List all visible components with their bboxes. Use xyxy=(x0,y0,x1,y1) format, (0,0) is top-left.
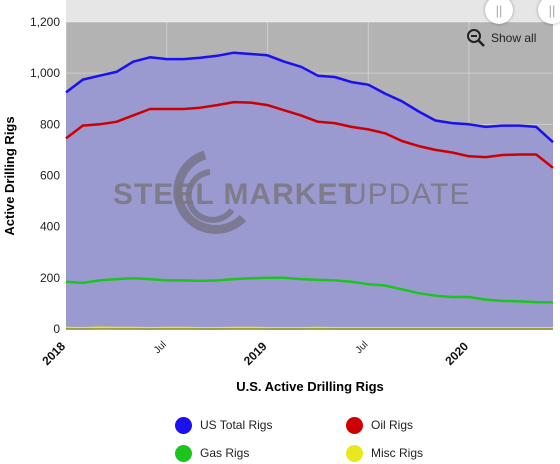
legend-swatch-misc xyxy=(346,444,363,462)
y-tick-label: 800 xyxy=(40,117,60,131)
range-handle-right[interactable]: || xyxy=(538,0,560,24)
zoom-out-icon xyxy=(467,29,485,47)
y-tick-label: 400 xyxy=(40,220,60,234)
legend-swatch-gas xyxy=(175,444,192,462)
chart: STEEL MARKET UPDATE 0 200 400 600 800 1,000 1,… xyxy=(2,0,554,394)
x-axis-title: U.S. Active Drilling Rigs xyxy=(236,379,384,394)
pause-handle-icon: || xyxy=(495,2,503,18)
x-tick-label-major: 2018 xyxy=(39,339,68,368)
x-tick-label-major: 2019 xyxy=(241,339,270,368)
watermark-arc-inner xyxy=(185,169,235,223)
series-line-misc-rigs xyxy=(65,326,553,330)
series-line-us-total-rigs xyxy=(65,51,554,144)
legend-item-oil[interactable]: Oil Rigs xyxy=(346,414,413,436)
y-tick-label: 0 xyxy=(53,322,60,336)
legend-label-misc: Misc Rigs xyxy=(371,446,424,460)
series-line-oil-rigs xyxy=(65,100,554,169)
show-all-button[interactable]: Show all xyxy=(466,28,536,48)
y-tick-label: 600 xyxy=(40,169,60,183)
legend-item-us-total[interactable]: US Total Rigs xyxy=(175,414,272,436)
legend-item-misc[interactable]: Misc Rigs xyxy=(346,442,423,464)
legend-swatch-oil xyxy=(346,416,363,434)
legend-item-gas[interactable]: Gas Rigs xyxy=(175,442,249,464)
x-tick-label-minor: Jul xyxy=(152,339,169,356)
range-handle-left[interactable]: || xyxy=(485,0,513,24)
y-tick-label: 1,000 xyxy=(30,66,60,80)
legend: US Total Rigs Oil Rigs Gas Rigs Misc Rig… xyxy=(0,410,560,462)
legend-label-us-total: US Total Rigs xyxy=(200,418,273,432)
area-fills xyxy=(66,52,553,329)
show-all-label: Show all xyxy=(491,31,537,45)
watermark: STEEL MARKET UPDATE xyxy=(113,150,470,234)
y-axis-title: Active Drilling Rigs xyxy=(2,116,17,235)
pause-handle-icon: || xyxy=(548,2,556,18)
legend-label-gas: Gas Rigs xyxy=(200,446,250,460)
y-axis: 0 200 400 600 800 1,000 1,200 xyxy=(30,15,60,336)
navigator-strip[interactable] xyxy=(66,0,553,22)
legend-swatch-us-total xyxy=(175,416,192,434)
legend-label-oil: Oil Rigs xyxy=(371,418,414,432)
watermark-text-light: UPDATE xyxy=(345,178,470,211)
x-axis: 2018 2019 2020 Jul Jul xyxy=(39,328,553,368)
x-tick-label-major: 2020 xyxy=(442,339,471,368)
x-tick-label-minor: Jul xyxy=(354,339,371,356)
watermark-arc-outer xyxy=(173,150,247,234)
series-line-gas-rigs xyxy=(65,276,554,304)
y-tick-label: 200 xyxy=(40,271,60,285)
watermark-text-bold: STEEL MARKET xyxy=(113,178,358,211)
area-fill-us-total xyxy=(66,52,553,329)
y-tick-label: 1,200 xyxy=(30,15,60,29)
